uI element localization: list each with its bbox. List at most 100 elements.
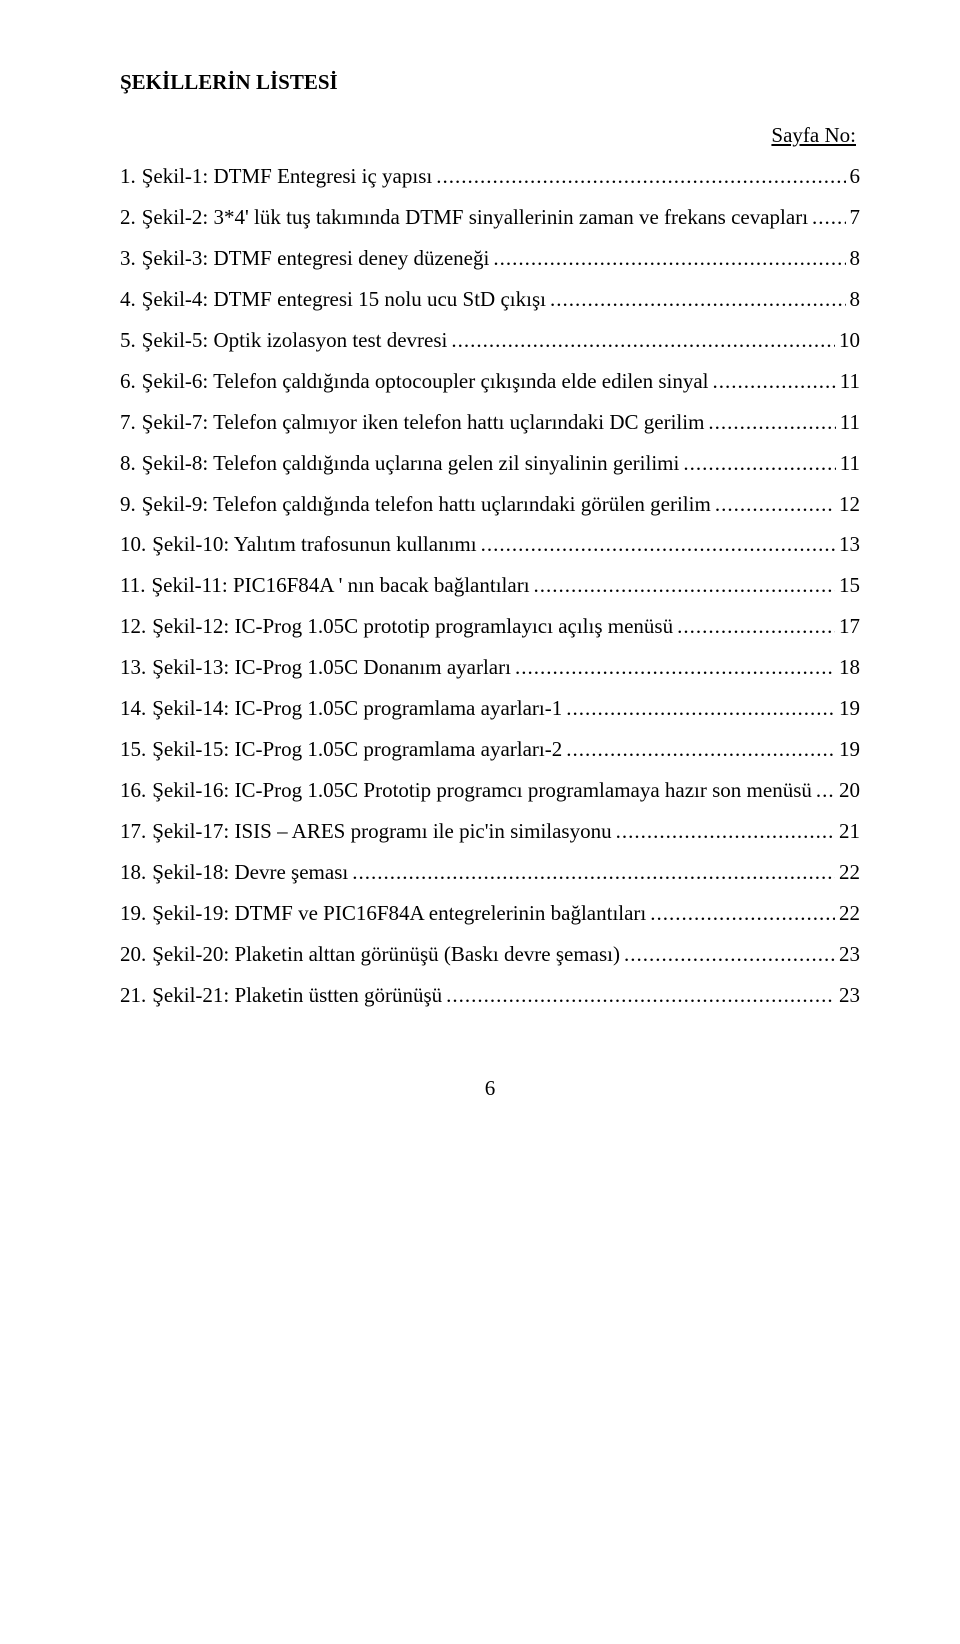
toc-entry: 14.Şekil-14: IC-Prog 1.05C programlama a… <box>120 688 860 729</box>
toc-entry-text: Şekil-19: DTMF ve PIC16F84A entegrelerin… <box>152 893 646 934</box>
toc-entry-number: 6. <box>120 361 142 402</box>
toc-entry-page: 22 <box>835 852 860 893</box>
toc-entry: 16.Şekil-16: IC-Prog 1.05C Prototip prog… <box>120 770 860 811</box>
toc-entry-page: 8 <box>846 238 861 279</box>
toc-entry-page: 21 <box>835 811 860 852</box>
toc-entry-number: 10. <box>120 524 152 565</box>
toc-entry-text: Şekil-1: DTMF Entegresi iç yapısı <box>142 156 432 197</box>
toc-entry: 9.Şekil-9: Telefon çaldığında telefon ha… <box>120 484 860 525</box>
toc-entry: 13.Şekil-13: IC-Prog 1.05C Donanım ayarl… <box>120 647 860 688</box>
page-title: ŞEKİLLERİN LİSTESİ <box>120 70 860 95</box>
toc-entry-number: 13. <box>120 647 152 688</box>
toc-entry-leader <box>511 647 835 688</box>
toc-entry-number: 21. <box>120 975 152 1016</box>
toc-entry-text: Şekil-5: Optik izolasyon test devresi <box>142 320 448 361</box>
table-of-contents: 1.Şekil-1: DTMF Entegresi iç yapısı62.Şe… <box>120 156 860 1016</box>
toc-entry-leader <box>808 197 845 238</box>
toc-entry-number: 16. <box>120 770 152 811</box>
toc-entry-leader <box>442 975 835 1016</box>
toc-entry: 1.Şekil-1: DTMF Entegresi iç yapısı 6 <box>120 156 860 197</box>
toc-entry-leader <box>711 484 835 525</box>
toc-entry: 15.Şekil-15: IC-Prog 1.05C programlama a… <box>120 729 860 770</box>
toc-entry-text: Şekil-12: IC-Prog 1.05C prototip program… <box>152 606 673 647</box>
toc-entry: 10.Şekil-10: Yalıtım trafosunun kullanım… <box>120 524 860 565</box>
toc-entry-text: Şekil-20: Plaketin alttan görünüşü (Bask… <box>152 934 620 975</box>
toc-entry-number: 14. <box>120 688 152 729</box>
toc-entry-number: 15. <box>120 729 152 770</box>
toc-entry: 17.Şekil-17: ISIS – ARES programı ile pi… <box>120 811 860 852</box>
toc-entry-page: 19 <box>835 688 860 729</box>
toc-entry-number: 19. <box>120 893 152 934</box>
toc-entry-page: 11 <box>836 361 860 402</box>
toc-entry-leader <box>447 320 835 361</box>
footer-page-number: 6 <box>120 1076 860 1101</box>
toc-entry-number: 4. <box>120 279 142 320</box>
toc-entry-leader <box>620 934 835 975</box>
toc-entry-leader <box>348 852 835 893</box>
toc-entry-leader <box>432 156 845 197</box>
toc-entry-number: 8. <box>120 443 142 484</box>
toc-entry-leader <box>708 361 835 402</box>
toc-entry-leader <box>704 402 835 443</box>
toc-entry-text: Şekil-21: Plaketin üstten görünüşü <box>152 975 442 1016</box>
toc-entry-page: 11 <box>836 443 860 484</box>
toc-entry-page: 18 <box>835 647 860 688</box>
toc-entry: 18.Şekil-18: Devre şeması 22 <box>120 852 860 893</box>
toc-entry: 20.Şekil-20: Plaketin alttan görünüşü (B… <box>120 934 860 975</box>
toc-entry-number: 12. <box>120 606 152 647</box>
toc-entry: 5.Şekil-5: Optik izolasyon test devresi1… <box>120 320 860 361</box>
toc-entry-text: Şekil-10: Yalıtım trafosunun kullanımı <box>152 524 476 565</box>
toc-entry: 6.Şekil-6: Telefon çaldığında optocouple… <box>120 361 860 402</box>
toc-entry-page: 10 <box>835 320 860 361</box>
toc-entry: 19.Şekil-19: DTMF ve PIC16F84A entegrele… <box>120 893 860 934</box>
toc-entry-leader <box>562 729 835 770</box>
toc-entry-number: 7. <box>120 402 142 443</box>
toc-entry-text: Şekil-11: PIC16F84A ' nın bacak bağlantı… <box>151 565 529 606</box>
toc-entry-number: 3. <box>120 238 142 279</box>
toc-entry-page: 23 <box>835 934 860 975</box>
toc-entry-number: 2. <box>120 197 142 238</box>
toc-entry-leader <box>646 893 835 934</box>
toc-entry-number: 20. <box>120 934 152 975</box>
toc-entry: 3.Şekil-3: DTMF entegresi deney düzeneği… <box>120 238 860 279</box>
toc-entry-number: 1. <box>120 156 142 197</box>
toc-entry-leader <box>477 524 835 565</box>
toc-entry-text: Şekil-6: Telefon çaldığında optocoupler … <box>142 361 709 402</box>
toc-entry-page: 6 <box>846 156 861 197</box>
toc-entry-page: 23 <box>835 975 860 1016</box>
toc-entry-page: 20 <box>835 770 860 811</box>
toc-entry: 21.Şekil-21: Plaketin üstten görünüşü 23 <box>120 975 860 1016</box>
toc-entry: 11.Şekil-11: PIC16F84A ' nın bacak bağla… <box>120 565 860 606</box>
toc-entry-text: Şekil-17: ISIS – ARES programı ile pic'i… <box>152 811 611 852</box>
toc-entry-text: Şekil-4: DTMF entegresi 15 nolu ucu StD … <box>142 279 546 320</box>
toc-entry-number: 18. <box>120 852 152 893</box>
toc-entry: 2.Şekil-2: 3*4' lük tuş takımında DTMF s… <box>120 197 860 238</box>
toc-entry-number: 9. <box>120 484 142 525</box>
toc-entry-text: Şekil-7: Telefon çalmıyor iken telefon h… <box>142 402 705 443</box>
toc-entry: 7.Şekil-7: Telefon çalmıyor iken telefon… <box>120 402 860 443</box>
toc-entry-text: Şekil-9: Telefon çaldığında telefon hatt… <box>142 484 711 525</box>
toc-entry-number: 11. <box>120 565 151 606</box>
page-number-header: Sayfa No: <box>120 123 860 148</box>
toc-entry-text: Şekil-15: IC-Prog 1.05C programlama ayar… <box>152 729 562 770</box>
toc-entry-page: 13 <box>835 524 860 565</box>
toc-entry-page: 11 <box>836 402 860 443</box>
toc-entry-leader <box>679 443 835 484</box>
toc-entry-leader <box>489 238 845 279</box>
toc-entry-text: Şekil-2: 3*4' lük tuş takımında DTMF sin… <box>142 197 808 238</box>
toc-entry-page: 19 <box>835 729 860 770</box>
toc-entry: 4.Şekil-4: DTMF entegresi 15 nolu ucu St… <box>120 279 860 320</box>
toc-entry-page: 15 <box>835 565 860 606</box>
toc-entry-text: Şekil-14: IC-Prog 1.05C programlama ayar… <box>152 688 562 729</box>
toc-entry-page: 17 <box>835 606 860 647</box>
toc-entry-text: Şekil-3: DTMF entegresi deney düzeneği <box>142 238 490 279</box>
toc-entry-text: Şekil-16: IC-Prog 1.05C Prototip program… <box>152 770 812 811</box>
toc-entry-leader <box>812 770 835 811</box>
toc-entry-leader <box>562 688 835 729</box>
toc-entry-leader <box>530 565 835 606</box>
toc-entry-text: Şekil-8: Telefon çaldığında uçlarına gel… <box>142 443 680 484</box>
toc-entry-text: Şekil-18: Devre şeması <box>152 852 348 893</box>
toc-entry-text: Şekil-13: IC-Prog 1.05C Donanım ayarları <box>152 647 511 688</box>
toc-entry-number: 17. <box>120 811 152 852</box>
document-page: ŞEKİLLERİN LİSTESİ Sayfa No: 1.Şekil-1: … <box>0 0 960 1141</box>
